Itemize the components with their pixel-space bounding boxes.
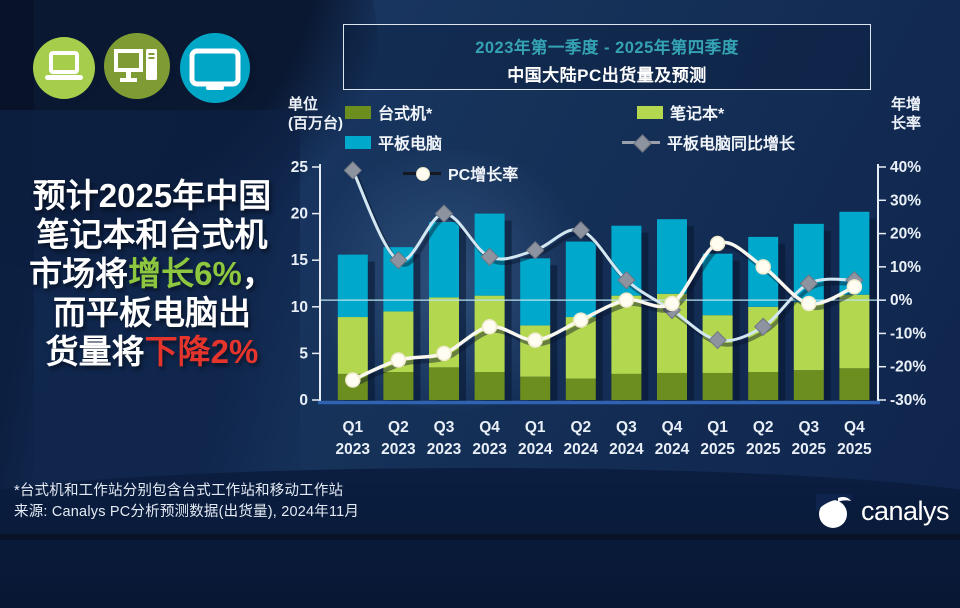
desktop-swatch-icon bbox=[345, 105, 371, 119]
svg-text:20%: 20% bbox=[890, 226, 921, 243]
canalys-mark-icon bbox=[816, 494, 852, 528]
laptop-icon bbox=[33, 37, 95, 99]
title-period: 2023年第一季度 - 2025年第四季度 bbox=[475, 39, 739, 57]
svg-text:Q3: Q3 bbox=[616, 419, 637, 436]
headline-text: 预计2025年中国 笔记本和台式机 市场将增长6%， 而平板电脑出 货量将下降2% bbox=[29, 177, 275, 370]
svg-text:0: 0 bbox=[299, 392, 308, 409]
svg-text:2023: 2023 bbox=[472, 441, 507, 458]
svg-text:2025: 2025 bbox=[746, 441, 781, 458]
canalys-logo: canalys bbox=[816, 492, 950, 530]
svg-text:Q2: Q2 bbox=[570, 419, 591, 436]
svg-text:25: 25 bbox=[291, 159, 309, 176]
legend-notebook: 笔记本* bbox=[637, 100, 724, 124]
svg-text:40%: 40% bbox=[890, 159, 921, 176]
tablet-icon bbox=[180, 33, 250, 103]
notebook-swatch-icon bbox=[637, 105, 663, 119]
svg-text:Q1: Q1 bbox=[342, 419, 363, 436]
svg-text:Q4: Q4 bbox=[479, 419, 500, 436]
svg-text:-30%: -30% bbox=[890, 392, 926, 409]
footnote-source: 来源: Canalys PC分析预测数据(出货量), 2024年11月 bbox=[14, 504, 360, 520]
tablet-swatch-icon bbox=[345, 135, 371, 149]
svg-text:Q4: Q4 bbox=[662, 419, 683, 436]
svg-text:10%: 10% bbox=[890, 259, 921, 276]
svg-text:Q3: Q3 bbox=[434, 419, 455, 436]
right-axis-label: 年增 长率 bbox=[891, 96, 922, 132]
svg-text:2024: 2024 bbox=[564, 441, 599, 458]
svg-text:2023: 2023 bbox=[381, 441, 416, 458]
svg-text:2024: 2024 bbox=[518, 441, 553, 458]
svg-text:2023: 2023 bbox=[336, 441, 371, 458]
svg-text:Q3: Q3 bbox=[798, 419, 819, 436]
svg-text:2025: 2025 bbox=[792, 441, 827, 458]
svg-text:Q2: Q2 bbox=[388, 419, 409, 436]
svg-text:15: 15 bbox=[291, 252, 309, 269]
svg-text:2023: 2023 bbox=[427, 441, 462, 458]
canalys-logo-text: canalys bbox=[861, 495, 950, 526]
svg-text:30%: 30% bbox=[890, 192, 921, 209]
svg-text:-20%: -20% bbox=[890, 359, 926, 376]
svg-text:Q2: Q2 bbox=[753, 419, 774, 436]
svg-text:5: 5 bbox=[299, 345, 308, 362]
circle-line-icon bbox=[403, 166, 441, 181]
svg-text:Q1: Q1 bbox=[707, 419, 728, 436]
svg-text:Q1: Q1 bbox=[525, 419, 546, 436]
svg-text:2024: 2024 bbox=[655, 441, 690, 458]
left-axis-label: 单位 (百万台) bbox=[288, 96, 343, 132]
left-panel-shade bbox=[0, 110, 300, 540]
footnote-asterisk: *台式机和工作站分别包含台式工作站和移动工作站 bbox=[14, 483, 344, 499]
svg-text:2024: 2024 bbox=[609, 441, 644, 458]
diamond-line-icon bbox=[622, 133, 660, 153]
svg-text:Q4: Q4 bbox=[844, 419, 865, 436]
legend-pc-growth: PC增长率 bbox=[403, 161, 518, 185]
bottom-edge bbox=[0, 534, 960, 540]
svg-text:10: 10 bbox=[291, 299, 308, 316]
legend-tablet-growth: 平板电脑同比增长 bbox=[622, 130, 795, 154]
svg-text:20: 20 bbox=[291, 206, 308, 223]
svg-text:0%: 0% bbox=[890, 292, 913, 309]
title-main: 中国大陆PC出货量及预测 bbox=[507, 66, 707, 85]
legend-tablet: 平板电脑 bbox=[345, 130, 442, 154]
svg-text:-10%: -10% bbox=[890, 325, 926, 342]
desktop-icon bbox=[104, 33, 170, 99]
chart-title-box: 2023年第一季度 - 2025年第四季度 中国大陆PC出货量及预测 bbox=[343, 24, 871, 90]
svg-text:2025: 2025 bbox=[700, 441, 735, 458]
legend-desktop: 台式机* bbox=[345, 100, 432, 124]
svg-text:2025: 2025 bbox=[837, 441, 872, 458]
